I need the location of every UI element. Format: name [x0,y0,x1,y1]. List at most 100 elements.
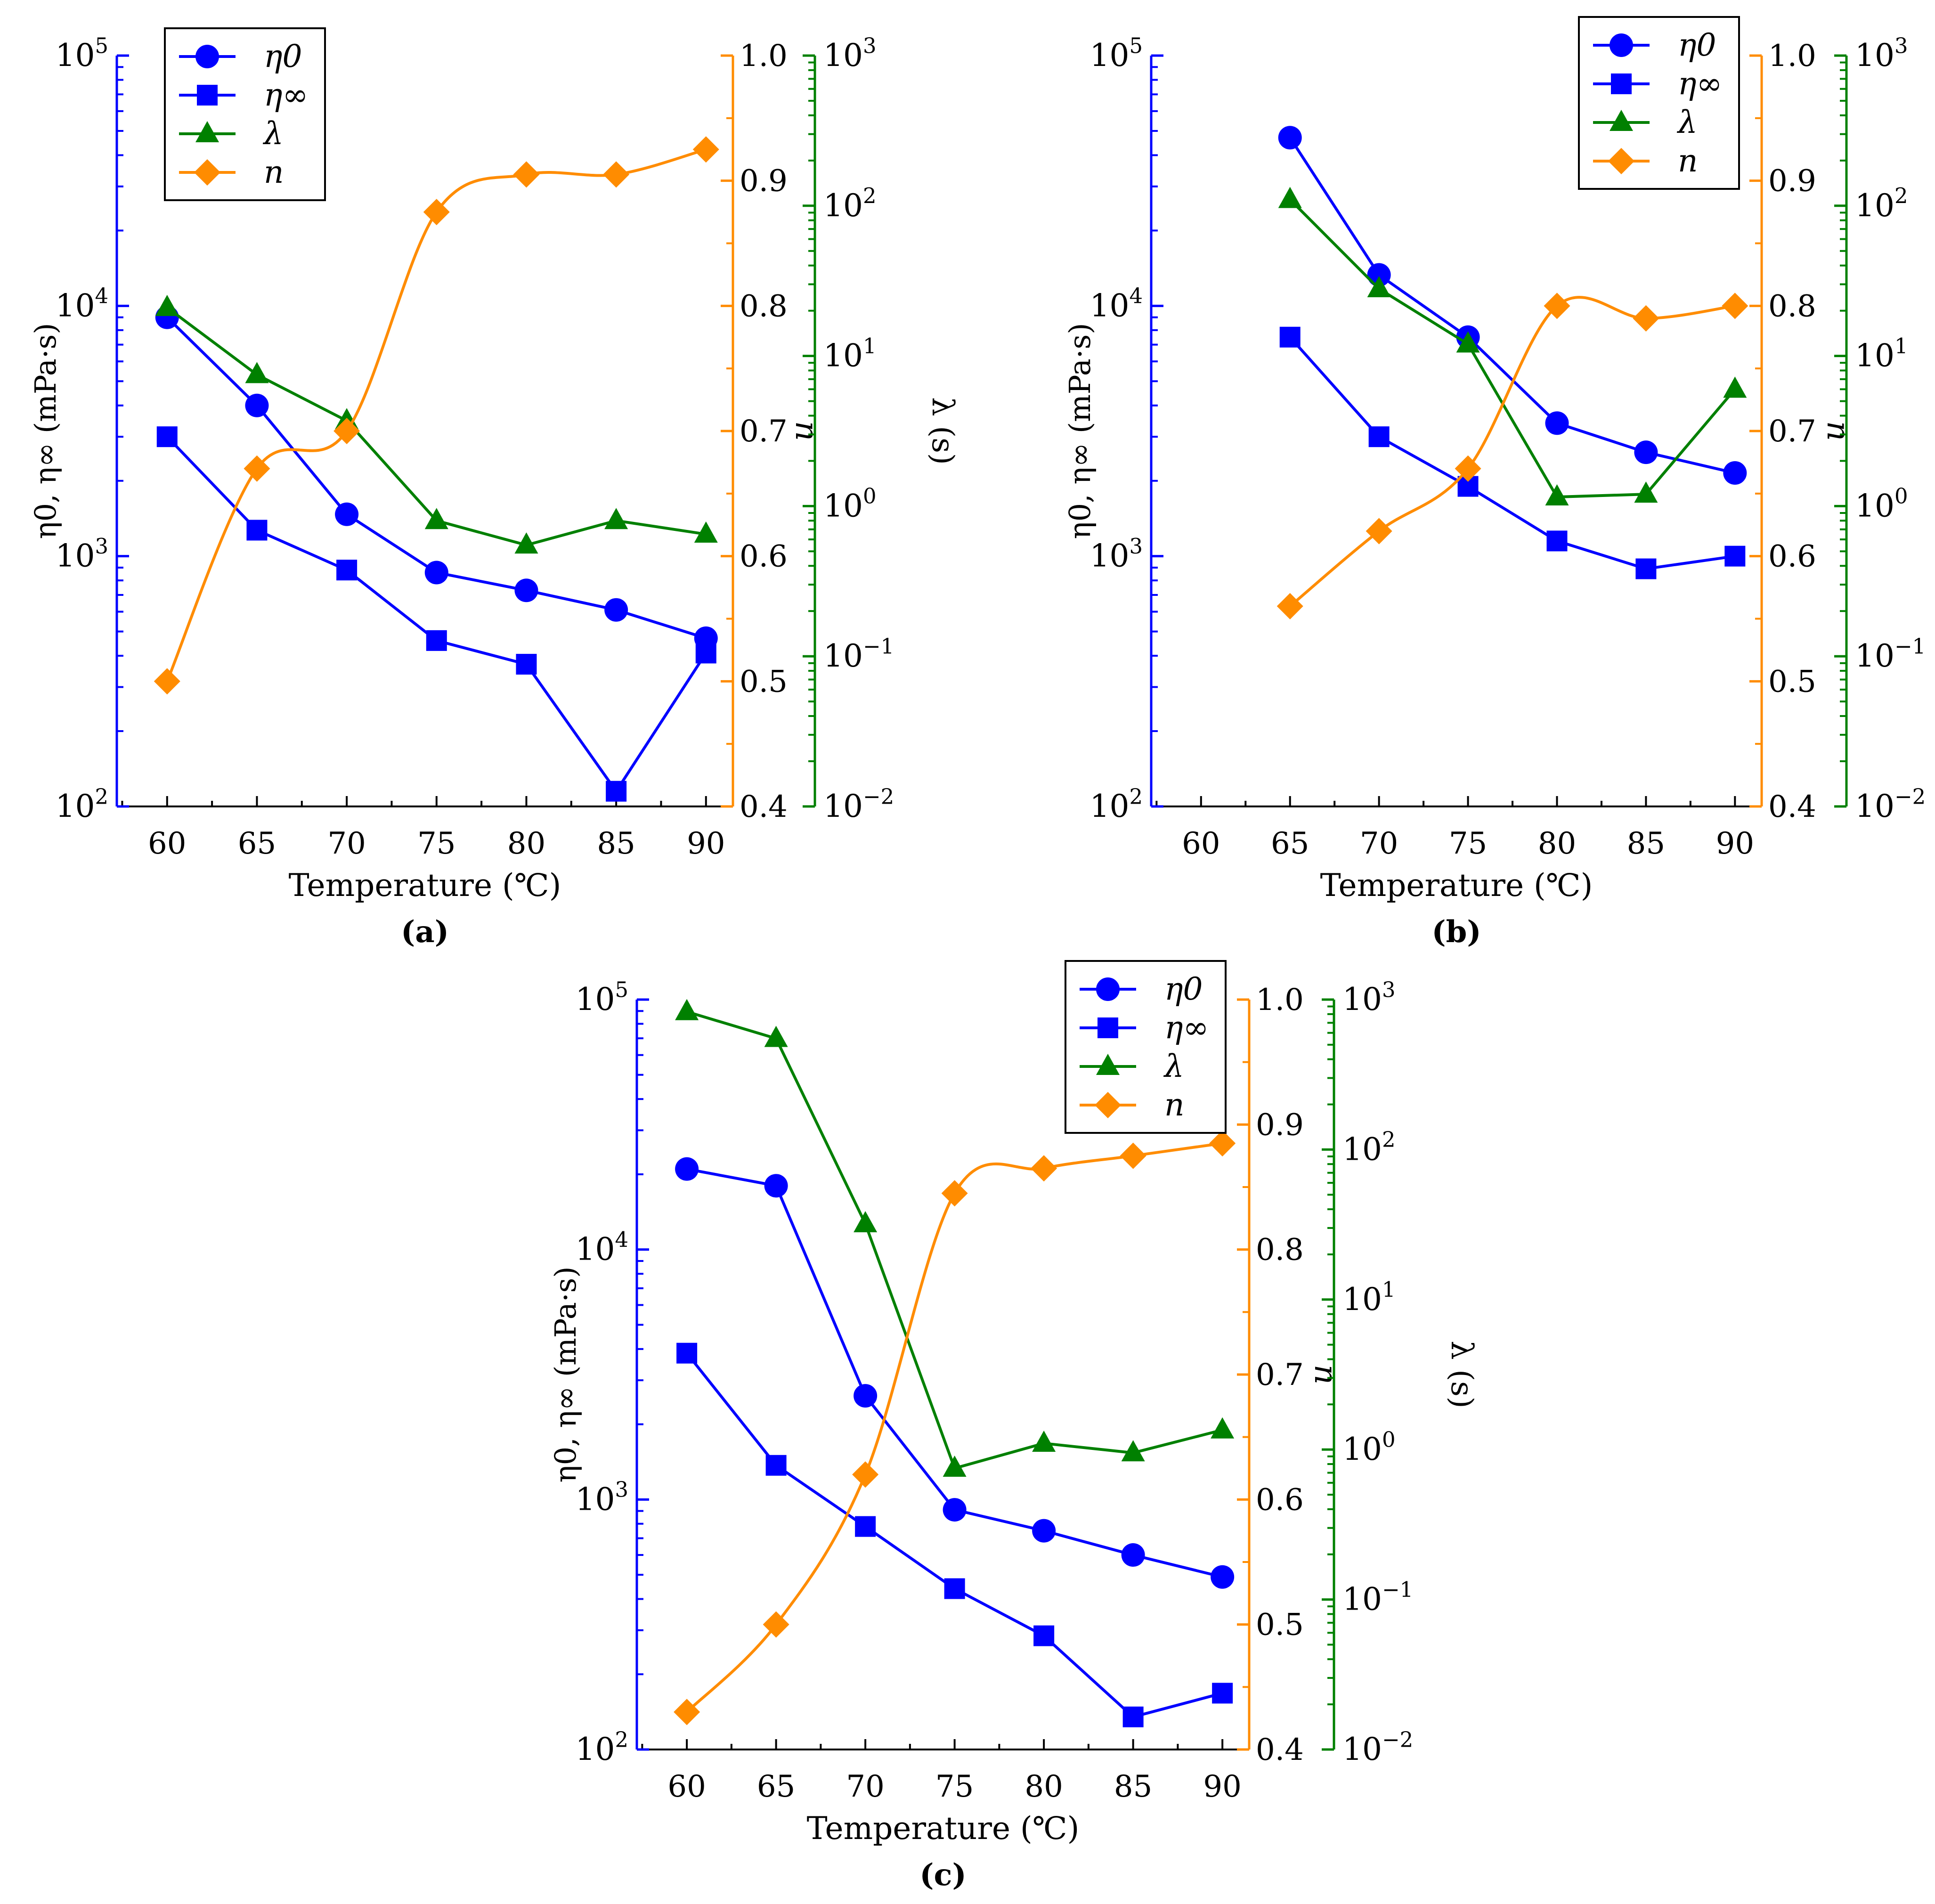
x-axis-label: Temperature (℃) [807,1810,1080,1847]
data-point-n [1455,455,1481,482]
legend-marker-n [1608,148,1634,174]
left-tick-label: 105 [55,33,108,73]
lambda-tick-label: 101 [1855,334,1908,374]
x-axis-label: Temperature (℃) [289,867,561,903]
data-point-lambda [764,1025,788,1047]
x-tick-label: 90 [1203,1769,1241,1804]
lambda-tick-label: 100 [823,484,877,524]
x-tick-label: 90 [1716,826,1754,861]
left-tick-label: 105 [575,977,628,1017]
data-point-eta0 [514,578,538,602]
n-tick-label: 0.6 [740,539,788,574]
legend-marker-lambda [1096,1054,1120,1075]
data-point-n [1722,293,1748,319]
chart-panel-c: 60 65 70 75 80 85 90 Temperature (℃) 102 103 104 10… [548,960,1479,1893]
panel-caption: (c) [919,1857,967,1893]
left-axis-label: η0, η∞ (mPa·s) [28,323,63,539]
lambda-tick-label: 102 [1855,183,1908,224]
n-tick-label: 0.4 [1768,789,1816,824]
legend-marker-lambda [195,121,219,142]
n-tick-label: 0.8 [1768,289,1816,324]
lambda-tick-label: 101 [1342,1277,1396,1318]
x-tick-label: 85 [1627,826,1665,861]
data-point-n [1633,305,1659,332]
n-tick-label: 0.9 [740,164,788,199]
left-tick-label: 103 [55,534,108,574]
legend-marker-eta0 [195,45,219,68]
series-line-eta0 [166,316,707,640]
chart-panel-a: 60 65 70 75 80 85 90 Temperature (℃) 102 103 104 10… [28,27,960,950]
data-point-eta0 [424,561,448,585]
n-tick-label: 0.9 [1768,164,1816,199]
panel-caption: (b) [1431,914,1481,950]
data-point-lambda [1634,481,1658,503]
n-tick-label: 0.7 [1256,1358,1304,1392]
lambda-tick-label: 102 [823,183,877,224]
data-point-lambda [155,294,179,316]
data-point-eta0 [1367,263,1391,287]
data-point-n [1276,593,1303,619]
lambda-tick-label: 10−2 [1342,1727,1413,1767]
legend-label-n: n [264,154,284,190]
data-point-n [1366,518,1392,545]
left-tick-label: 104 [575,1227,628,1268]
data-point-lambda [694,521,718,543]
data-point-etainf [1724,545,1746,567]
n-tick-label: 0.6 [1768,539,1816,574]
left-tick-label: 104 [55,284,108,324]
chart-panel-b: 60 65 70 75 80 85 90 Temperature (℃) 102 103 104 10… [1063,16,1926,950]
data-point-etainf [336,560,358,581]
data-point-etainf [246,520,268,541]
legend-label-etainf: η∞ [264,77,309,113]
n-tick-label: 0.6 [1256,1482,1304,1517]
left-tick-label: 105 [1089,33,1143,73]
data-point-etainf [1212,1683,1233,1704]
data-point-lambda [1211,1417,1235,1439]
series-line-n [1289,296,1735,608]
x-tick-label: 75 [417,826,455,861]
x-tick-label: 75 [1449,826,1487,861]
legend-label-n: n [1678,143,1698,179]
data-point-lambda [245,362,269,383]
left-tick-label: 102 [1089,784,1143,824]
series-line-n [166,148,707,682]
lambda-tick-label: 101 [823,334,877,374]
lambda-tick-label: 103 [1855,33,1908,73]
data-point-n [674,1699,700,1725]
x-tick-label: 80 [507,826,545,861]
data-point-eta0 [854,1384,878,1408]
x-tick-label: 65 [1271,826,1309,861]
data-point-eta0 [675,1157,699,1181]
legend: η0η∞λn [164,27,326,201]
legend-label-lambda: λ [262,115,284,152]
n-tick-label: 1.0 [740,39,788,73]
data-point-lambda [514,532,538,554]
x-tick-label: 90 [687,826,725,861]
series-line-etainf [685,1352,1223,1719]
legend-marker-n [194,159,220,186]
data-point-lambda [424,508,448,529]
n-tick-label: 0.8 [1256,1233,1304,1268]
lambda-tick-label: 102 [1342,1127,1396,1168]
legend: η0η∞λn [1065,960,1227,1134]
series-line-etainf [1289,336,1735,570]
legend: η0η∞λn [1578,16,1740,190]
data-point-n [1209,1130,1236,1157]
legend-label-etainf: η∞ [1164,1009,1209,1046]
lambda-tick-label: 103 [1342,977,1396,1017]
n-tick-label: 0.5 [1256,1608,1304,1643]
x-tick-label: 70 [846,1769,884,1804]
left-axis-label: η0, η∞ (mPa·s) [1063,323,1097,539]
x-axis-label: Temperature (℃) [1320,867,1593,903]
series-line-lambda [1289,198,1736,499]
data-point-lambda [1367,276,1391,298]
n-axis-label: n [789,421,825,441]
n-tick-label: 0.4 [740,789,788,824]
n-tick-label: 0.5 [740,664,788,699]
data-point-lambda [1545,484,1569,506]
left-axis-label: η0, η∞ (mPa·s) [548,1266,583,1482]
data-point-n [941,1180,968,1207]
data-point-n [852,1461,879,1488]
data-point-eta0 [1278,126,1302,150]
n-tick-label: 0.7 [1768,414,1816,449]
